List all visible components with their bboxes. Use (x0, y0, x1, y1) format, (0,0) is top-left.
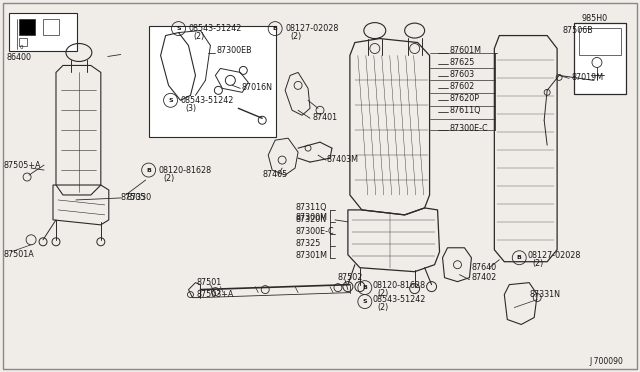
Text: 87402: 87402 (472, 273, 497, 282)
Text: 86400: 86400 (6, 53, 31, 62)
Text: 87403M: 87403M (327, 155, 359, 164)
Bar (9, 13, 77, 51)
Text: 87311Q: 87311Q (295, 203, 326, 212)
Bar (19, 19, 35, 35)
Text: 87611Q: 87611Q (449, 106, 481, 115)
Bar (43, 19, 59, 35)
Text: 87301M: 87301M (295, 251, 327, 260)
Text: 08543-51242: 08543-51242 (373, 295, 426, 304)
Text: B: B (273, 26, 278, 31)
Text: 87401: 87401 (312, 113, 337, 122)
Text: 08127-02028: 08127-02028 (527, 251, 580, 260)
Text: 87330: 87330 (127, 193, 152, 202)
Text: (2): (2) (378, 289, 389, 298)
Text: (3): (3) (186, 104, 196, 113)
Text: 08120-81628: 08120-81628 (373, 281, 426, 290)
Text: 87320N: 87320N (295, 215, 326, 224)
Text: 87300EB: 87300EB (216, 46, 252, 55)
Text: (2): (2) (193, 32, 205, 41)
Bar (574, 23, 626, 94)
Text: 87405: 87405 (262, 170, 287, 179)
Text: 87300E-C: 87300E-C (295, 227, 333, 236)
Bar (579, 28, 621, 55)
Text: 87620P: 87620P (449, 94, 479, 103)
Text: 87640: 87640 (472, 263, 497, 272)
Text: (2): (2) (378, 303, 389, 312)
Text: 08127-02028: 08127-02028 (285, 24, 339, 33)
Text: 87325: 87325 (295, 239, 321, 248)
Text: S: S (362, 299, 367, 304)
Bar (148, 26, 276, 137)
Text: (2): (2) (532, 259, 543, 268)
Text: 87601M: 87601M (449, 46, 481, 55)
Text: B: B (362, 285, 367, 290)
Text: 87300M: 87300M (295, 214, 327, 222)
Text: 87016N: 87016N (241, 83, 272, 92)
Text: B: B (517, 255, 522, 260)
Text: 87300E-C: 87300E-C (449, 124, 488, 133)
Text: 08543-51242: 08543-51242 (189, 24, 242, 33)
Text: 87502: 87502 (338, 273, 364, 282)
Text: (2): (2) (164, 173, 175, 183)
Text: S: S (168, 98, 173, 103)
Text: 87501: 87501 (196, 278, 221, 287)
Bar (19, 38, 27, 45)
Text: 985H0: 985H0 (581, 14, 607, 23)
Text: J 700090: J 700090 (589, 357, 623, 366)
Text: 87505+A: 87505+A (3, 161, 41, 170)
Text: 0: 0 (19, 45, 23, 50)
Text: 87501A: 87501A (3, 250, 34, 259)
Text: 87625: 87625 (449, 58, 475, 67)
Text: 87331N: 87331N (529, 290, 560, 299)
Text: 87506B: 87506B (562, 26, 593, 35)
Text: (2): (2) (290, 32, 301, 41)
Text: 87503+A: 87503+A (196, 290, 234, 299)
Text: S: S (176, 26, 181, 31)
Text: 87019M: 87019M (571, 73, 603, 82)
Text: B: B (146, 167, 151, 173)
Text: 08543-51242: 08543-51242 (180, 96, 234, 105)
Text: 87603: 87603 (449, 70, 475, 79)
Text: 87602: 87602 (449, 82, 475, 91)
Text: 08120-81628: 08120-81628 (159, 166, 212, 174)
Text: 87505: 87505 (121, 193, 146, 202)
